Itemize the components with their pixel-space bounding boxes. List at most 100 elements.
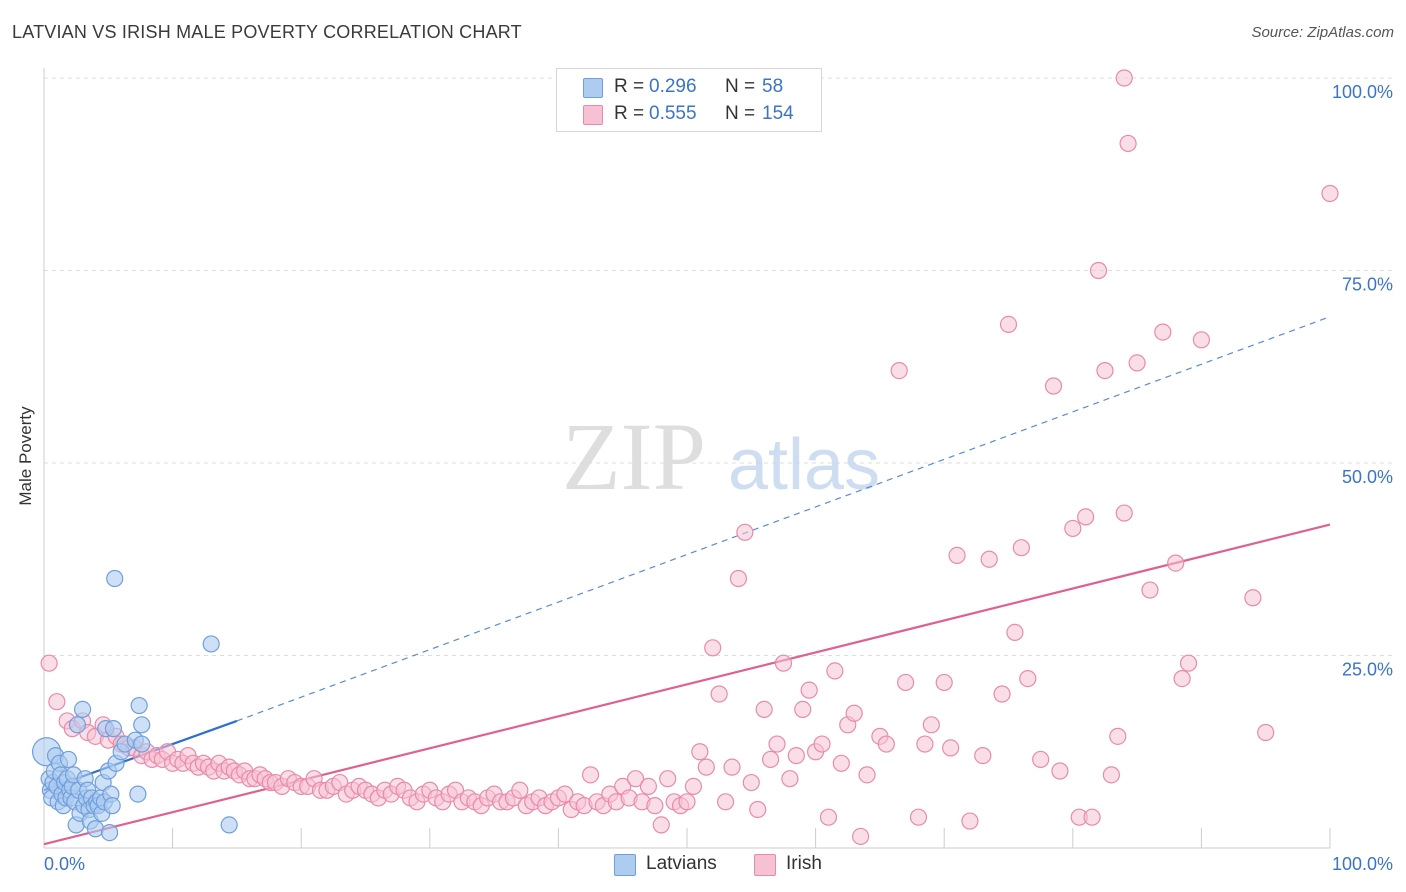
latvian-point: [133, 735, 151, 753]
irish-point: [511, 781, 529, 799]
irish-point: [697, 758, 715, 776]
irish-point: [980, 550, 998, 568]
irish-point: [48, 693, 66, 711]
irish-point: [787, 746, 805, 765]
irish-point: [556, 785, 574, 803]
irish-point: [729, 569, 748, 588]
irish-point: [942, 739, 960, 757]
irish-point: [742, 773, 760, 792]
irish-point: [961, 812, 979, 830]
irish-point: [736, 523, 754, 541]
irish-swatch: [583, 105, 603, 125]
irish-point: [1064, 519, 1082, 538]
irish-point: [1077, 508, 1095, 526]
irish-point: [1032, 750, 1050, 769]
correlation-legend: R = 0.296 N = 58 R = 0.555 N = 154: [556, 68, 822, 132]
irish-point: [1167, 554, 1185, 572]
latvian-r-label: R =: [614, 76, 645, 97]
irish-n-value: 154: [762, 103, 794, 124]
latvian-point: [68, 716, 87, 734]
latvian-point: [104, 720, 123, 738]
irish-point: [974, 746, 992, 765]
y-tick-label: 25.0%: [1342, 660, 1393, 680]
latvian-point: [59, 750, 78, 769]
irish-point: [1012, 539, 1030, 557]
irish-point: [832, 754, 850, 772]
latvian-trend-extension: [236, 316, 1331, 722]
irish-point: [723, 758, 741, 776]
latvian-point: [130, 696, 148, 715]
latvian-point: [73, 700, 92, 719]
latvian-r-value: 0.296: [649, 76, 697, 97]
irish-point: [639, 777, 658, 796]
irish-point: [704, 639, 722, 657]
x-tick-label-max: 100.0%: [1332, 854, 1393, 874]
irish-point: [916, 735, 934, 753]
irish-point: [813, 735, 831, 753]
irish-point: [749, 800, 767, 819]
latvian-points: [31, 569, 238, 842]
irish-point: [626, 770, 645, 788]
watermark-atlas: atlas: [728, 425, 880, 505]
latvian-point: [129, 785, 147, 803]
irish-point: [1173, 669, 1191, 688]
latvian-point: [100, 823, 119, 842]
irish-point: [1019, 669, 1037, 688]
irish-point: [1096, 362, 1114, 380]
latvians-legend-swatch: [614, 854, 636, 876]
irish-points: [40, 69, 1339, 846]
irish-point: [659, 770, 677, 788]
y-tick-label: 75.0%: [1342, 275, 1393, 295]
irish-point: [935, 673, 953, 692]
irish-point: [826, 662, 844, 680]
watermark-zip: ZIP: [562, 403, 706, 510]
irish-point: [1115, 504, 1133, 522]
latvian-point: [220, 816, 238, 834]
irish-point: [646, 797, 664, 815]
irish-point: [845, 704, 863, 722]
irish-point: [581, 766, 600, 784]
irish-point: [800, 681, 818, 699]
irish-point: [684, 777, 703, 796]
irish-point: [1109, 727, 1127, 745]
irish-point: [1179, 654, 1198, 672]
irish-point: [1257, 723, 1275, 742]
irish-r-value: 0.555: [649, 103, 697, 124]
irish-point: [1051, 762, 1069, 780]
irish-point: [774, 654, 793, 672]
irish-point: [710, 685, 728, 703]
irish-point: [768, 735, 786, 753]
irish-point: [877, 735, 895, 753]
irish-point: [852, 827, 870, 846]
irish-point: [897, 673, 915, 692]
irish-legend-label: Irish: [786, 853, 822, 874]
axes: [43, 68, 1331, 849]
irish-point: [909, 808, 928, 826]
y-tick-label: 100.0%: [1332, 82, 1393, 102]
source-label: Source: ZipAtlas.com: [1251, 24, 1394, 41]
irish-point: [1119, 134, 1137, 153]
irish-point: [1083, 808, 1101, 826]
irish-point: [781, 770, 799, 788]
irish-point: [652, 816, 670, 834]
latvian-point: [86, 820, 105, 838]
irish-point: [1128, 354, 1146, 372]
legend-row-latvians: R = 0.296 N = 58: [557, 74, 821, 100]
irish-point: [1154, 323, 1172, 341]
irish-point: [1115, 69, 1133, 87]
irish-point: [993, 685, 1011, 703]
latvian-point: [103, 797, 121, 815]
irish-point: [1192, 331, 1211, 349]
irish-point: [1006, 623, 1024, 642]
x-tick-label-min: 0.0%: [44, 854, 85, 874]
irish-point: [1244, 589, 1262, 607]
irish-point: [716, 793, 735, 811]
latvian-point: [106, 569, 124, 588]
legend-row-irish: R = 0.555 N = 154: [557, 101, 821, 127]
chart-title: LATVIAN VS IRISH MALE POVERTY CORRELATIO…: [12, 22, 522, 42]
irish-point: [1321, 184, 1339, 203]
latvian-point: [202, 635, 220, 653]
latvian-point: [133, 716, 151, 734]
irish-point: [858, 766, 876, 784]
